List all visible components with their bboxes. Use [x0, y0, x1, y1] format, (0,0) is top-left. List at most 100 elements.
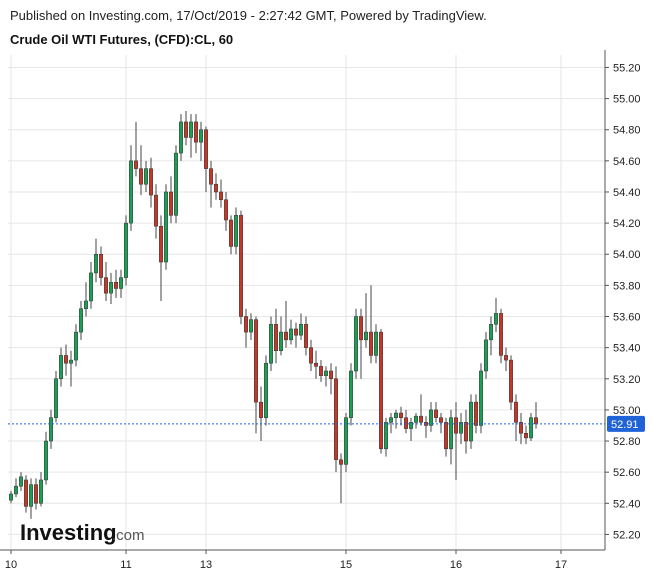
candle-body: [459, 422, 463, 434]
candle-body: [94, 253, 98, 274]
candle: [169, 176, 173, 224]
candle: [59, 347, 63, 387]
candle: [509, 355, 513, 410]
candle-body: [304, 324, 308, 348]
candle: [139, 145, 143, 196]
candle-body: [219, 191, 223, 201]
candle: [49, 409, 53, 449]
candle-body: [309, 347, 313, 364]
y-tick-label: 52.20: [613, 529, 641, 541]
candle-body: [314, 362, 318, 367]
candle: [184, 111, 188, 146]
candle: [394, 409, 398, 429]
candle-body: [439, 417, 443, 423]
y-tick-label: 54.00: [613, 249, 641, 261]
candle-body: [379, 331, 383, 450]
candle-body: [449, 417, 453, 450]
last-price-label: 52.91: [611, 419, 639, 431]
candle: [199, 121, 203, 161]
candle: [324, 366, 328, 387]
candle-body: [139, 168, 143, 185]
candle-body: [484, 339, 488, 372]
candle: [109, 272, 113, 305]
candle-body: [364, 331, 368, 341]
candle: [289, 319, 293, 345]
candle: [294, 322, 298, 348]
candle-body: [59, 355, 63, 380]
x-tick-label: 11: [120, 559, 131, 571]
candle-body: [479, 370, 483, 426]
candle-body: [224, 199, 228, 221]
candle-body: [339, 459, 343, 465]
candle-body: [279, 331, 283, 352]
candle: [309, 339, 313, 371]
x-tick-label: 13: [200, 559, 212, 571]
candle: [529, 413, 533, 442]
candle-body: [189, 121, 193, 138]
candle: [129, 145, 133, 231]
candle-body: [399, 412, 403, 418]
candle-body: [229, 219, 233, 247]
candle: [149, 157, 153, 208]
candle: [489, 316, 493, 356]
candle-body: [169, 191, 173, 216]
candle: [454, 402, 458, 480]
candle: [79, 300, 83, 340]
candle: [534, 402, 538, 429]
candle-body: [524, 433, 528, 439]
candle-body: [259, 401, 263, 418]
candle: [209, 160, 213, 208]
investing-logo: Investing .com: [20, 520, 145, 545]
y-tick-label: 52.40: [613, 498, 641, 510]
candle: [189, 114, 193, 158]
candle-body: [519, 422, 523, 434]
candle-body: [164, 191, 168, 263]
candle: [464, 409, 468, 454]
candle-body: [419, 415, 423, 423]
candle-body: [534, 417, 538, 425]
candle: [339, 453, 343, 504]
candle-body: [204, 129, 208, 169]
candle-body: [529, 417, 533, 439]
y-tick-label: 53.60: [613, 312, 641, 324]
candle-body: [499, 313, 503, 356]
candle-body: [14, 485, 18, 495]
candle: [24, 475, 28, 513]
candle-body: [509, 359, 513, 403]
x-tick-label: 10: [5, 559, 17, 571]
candle: [499, 308, 503, 364]
x-axis: 10 11 13 15 16 17: [0, 549, 605, 571]
candle-body: [369, 331, 373, 356]
candle-body: [159, 225, 163, 263]
candle: [124, 215, 128, 286]
candle-body: [154, 194, 158, 227]
x-tick-label: 16: [450, 559, 462, 571]
candle-body: [394, 412, 398, 418]
candle: [219, 179, 223, 208]
candle-body: [184, 121, 188, 138]
candle: [244, 308, 248, 348]
candle-body: [409, 422, 413, 429]
candle-body: [469, 401, 473, 442]
candle: [19, 472, 23, 491]
candle-body: [334, 378, 338, 460]
candle: [519, 413, 523, 445]
candle: [279, 316, 283, 356]
candle-body: [284, 331, 288, 341]
candle-body: [264, 362, 268, 418]
candle-body: [79, 308, 83, 333]
candle: [374, 324, 378, 364]
candle-body: [434, 409, 438, 418]
candle: [299, 313, 303, 340]
logo-brand: Investing: [20, 520, 117, 545]
candle-body: [44, 440, 48, 481]
candle-body: [404, 417, 408, 429]
candle: [484, 332, 488, 379]
candle: [9, 490, 13, 504]
candle-body: [34, 484, 38, 504]
candle: [354, 308, 358, 379]
candle-body: [89, 272, 93, 302]
candle-body: [179, 121, 183, 154]
candle: [69, 350, 73, 387]
